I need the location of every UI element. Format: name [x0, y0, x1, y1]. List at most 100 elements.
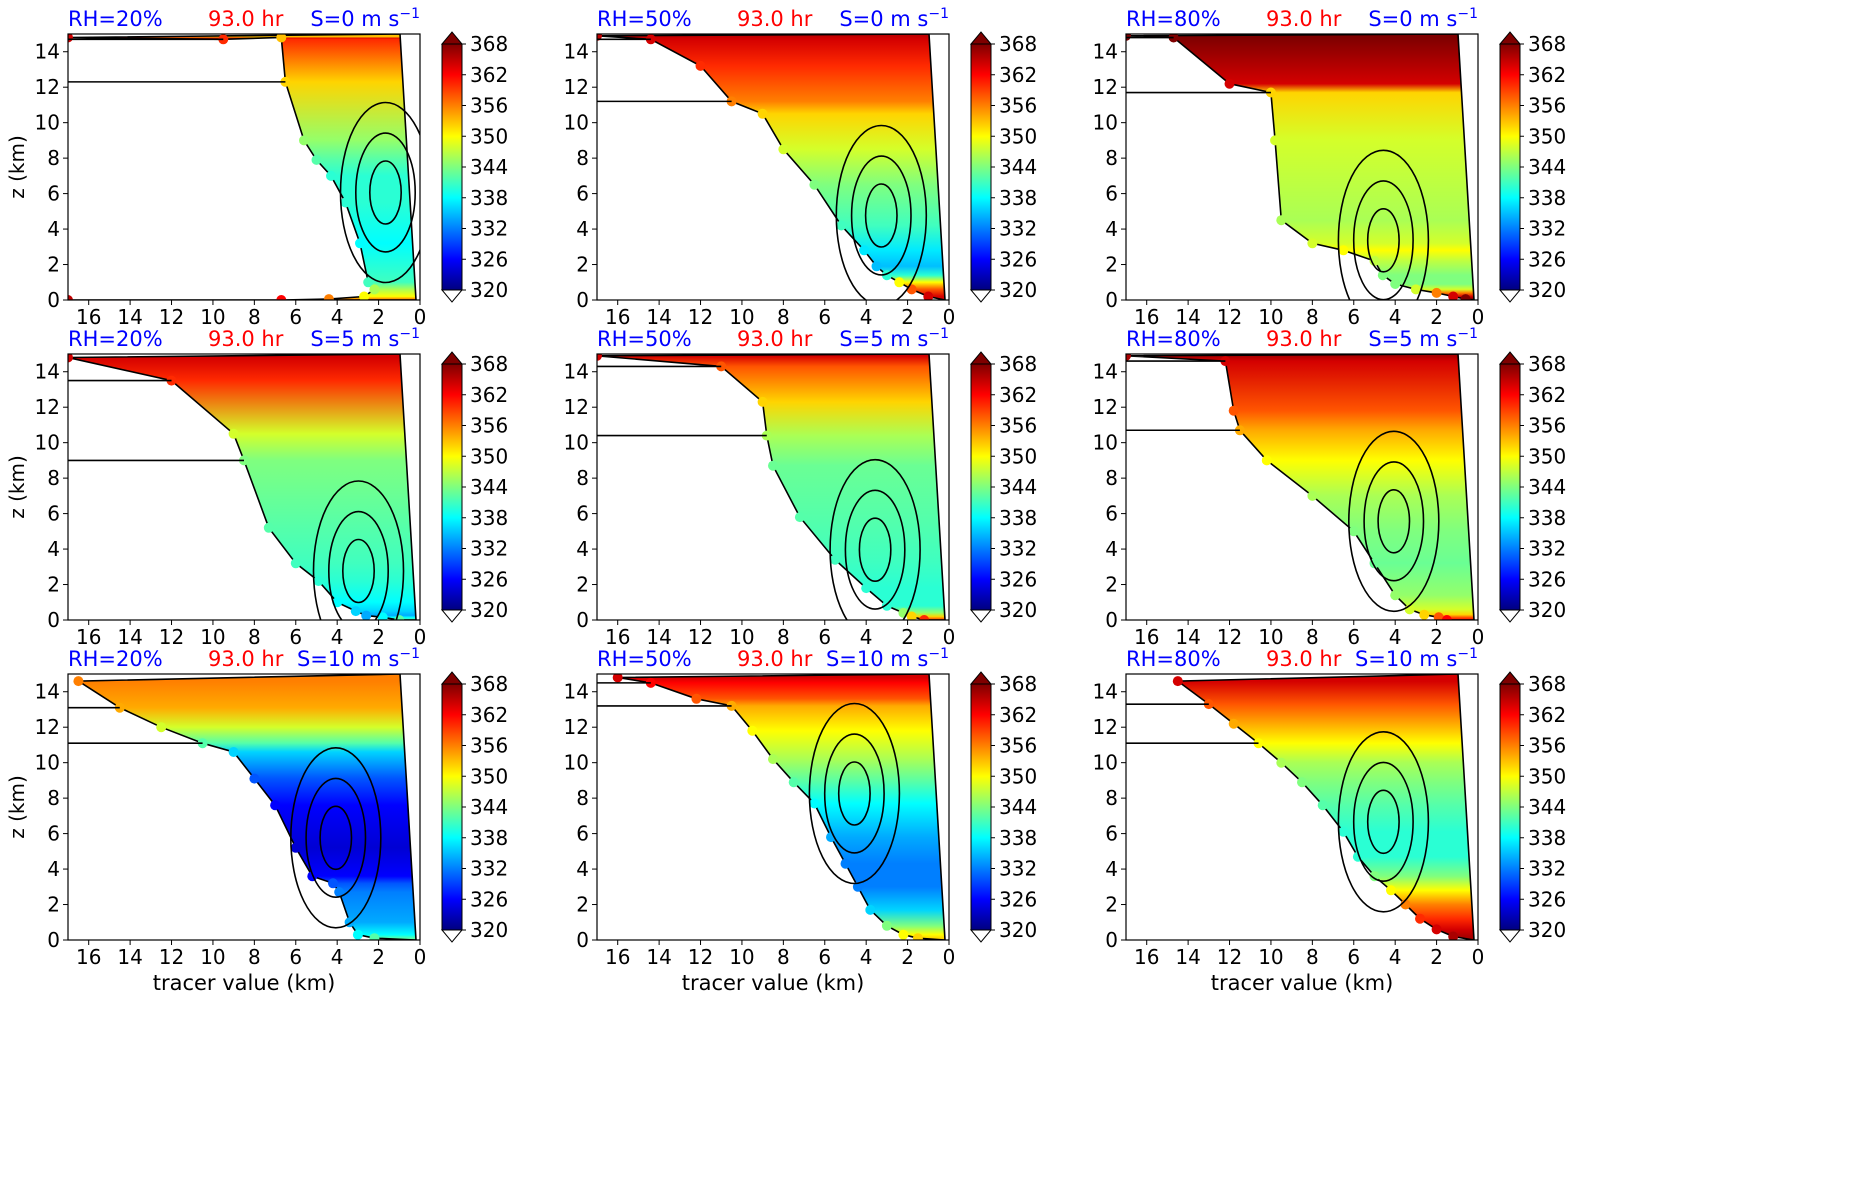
colorbar-tick-label: 368 [470, 32, 508, 56]
colorbar-tick-label: 338 [999, 506, 1037, 530]
x-tick-label: 4 [331, 305, 344, 329]
y-tick-label: 14 [1093, 680, 1118, 704]
colorbar-tick-label: 326 [1528, 567, 1566, 591]
x-tick-label: 4 [331, 945, 344, 969]
shear-label: S=0 m s−1 [839, 6, 949, 31]
y-tick-label: 10 [1093, 431, 1118, 455]
contour-line [354, 132, 416, 253]
x-tick-label: 16 [76, 945, 101, 969]
colorbar-tick-label: 350 [999, 764, 1037, 788]
colorbar-tick-label: 350 [470, 764, 508, 788]
y-tick-label: 10 [1093, 111, 1118, 135]
y-tick-label: 0 [576, 288, 589, 312]
y-tick-label: 2 [576, 253, 589, 277]
contour-line [1366, 208, 1400, 273]
y-tick-label: 4 [47, 537, 60, 561]
x-tick-label: 14 [117, 625, 142, 649]
x-tick-label: 12 [159, 625, 184, 649]
y-tick-label: 0 [1105, 608, 1118, 632]
colorbar-extend-min [1498, 609, 1522, 623]
x-tick-label: 8 [1306, 625, 1319, 649]
shaded-region [68, 354, 417, 620]
colorbar-extend-max [440, 671, 464, 685]
data-point [757, 108, 768, 119]
colorbar-tick-label: 338 [999, 186, 1037, 210]
x-tick-label: 4 [860, 625, 873, 649]
x-tick-label: 0 [414, 945, 427, 969]
contour-line [1352, 761, 1414, 882]
data-point [757, 396, 768, 407]
colorbar-tick-label: 362 [470, 383, 508, 407]
x-tick-label: 12 [1217, 625, 1242, 649]
rh-label: RH=20% [68, 7, 163, 31]
colorbar-tick-label: 368 [999, 32, 1037, 56]
colorbar-tick-label: 332 [999, 217, 1037, 241]
data-point [1297, 777, 1307, 788]
data-point [861, 583, 872, 594]
colorbar-tick-label: 332 [1528, 857, 1566, 881]
data-point [361, 610, 372, 620]
data-point [726, 96, 737, 107]
axes-frame [1125, 33, 1479, 301]
x-tick-label: 10 [1258, 625, 1283, 649]
y-tick-label: 12 [564, 75, 589, 99]
x-tick-label: 12 [1217, 305, 1242, 329]
data-point [923, 291, 934, 300]
colorbar-tick-label: 344 [470, 155, 508, 179]
colorbar-body [441, 683, 463, 931]
data-point [881, 600, 892, 611]
x-tick-label: 0 [414, 305, 427, 329]
x-tick-label: 4 [331, 625, 344, 649]
contour-line [1337, 730, 1430, 913]
colorbar-tick-label: 350 [1528, 444, 1566, 468]
y-tick-label: 6 [1105, 502, 1118, 526]
data-point [691, 693, 702, 704]
plot-area [597, 354, 946, 620]
panel-2: 16 14 12 10 8 6 4 2 0 0 2 4 6 8 10 12 14 RH=50% 93.0 hr S=0… [564, 6, 1038, 329]
shaded-region [617, 674, 946, 940]
x-tick-label: 6 [1347, 305, 1360, 329]
colorbar-tick-label: 344 [999, 155, 1037, 179]
data-point [809, 798, 820, 809]
x-tick-label: 16 [605, 945, 630, 969]
y-tick-label: 12 [1093, 75, 1118, 99]
colorbar: 320 326 332 338 344 350 356 362 368 [440, 671, 508, 943]
y-tick-label: 10 [564, 751, 589, 775]
colorbar-extend-min [440, 609, 464, 623]
data-point [881, 920, 892, 931]
colorbar-tick-label: 368 [1528, 32, 1566, 56]
x-tick-label: 6 [289, 625, 302, 649]
time-label: 93.0 hr [208, 647, 284, 671]
data-point [1228, 718, 1239, 729]
x-tick-label: 14 [1175, 625, 1200, 649]
panel-6: 16 14 12 10 8 6 4 2 0 0 2 4 6 8 10 12 14 RH=80% 93.0 hr S=5… [1093, 326, 1567, 649]
data-point [1172, 676, 1183, 687]
x-tick-label: 4 [1389, 945, 1402, 969]
data-point [898, 929, 909, 940]
contour-line [319, 805, 353, 871]
axes-frame [596, 353, 950, 621]
colorbar-body [1499, 683, 1521, 931]
y-tick-label: 4 [1105, 217, 1118, 241]
data-point [695, 60, 706, 71]
data-point [1270, 135, 1281, 146]
data-point [1441, 615, 1452, 620]
x-tick-label: 8 [1306, 945, 1319, 969]
y-tick-label: 0 [1105, 928, 1118, 952]
colorbar-tick-label: 332 [470, 217, 508, 241]
y-tick-label: 6 [576, 822, 589, 846]
colorbar-extend-min [969, 609, 993, 623]
y-tick-label: 8 [47, 786, 60, 810]
data-point [299, 135, 309, 146]
contour-line [864, 183, 898, 248]
axes-frame [1125, 673, 1479, 941]
y-tick-label: 8 [1105, 466, 1118, 490]
data-point [906, 611, 917, 620]
y-tick-label: 14 [1093, 360, 1118, 384]
colorbar-tick-label: 356 [999, 94, 1037, 118]
colorbar-tick-label: 338 [470, 506, 508, 530]
data-point [1220, 356, 1231, 367]
x-axis-label: tracer value (km) [1211, 971, 1394, 995]
y-tick-label: 10 [564, 431, 589, 455]
colorbar-tick-label: 338 [1528, 186, 1566, 210]
